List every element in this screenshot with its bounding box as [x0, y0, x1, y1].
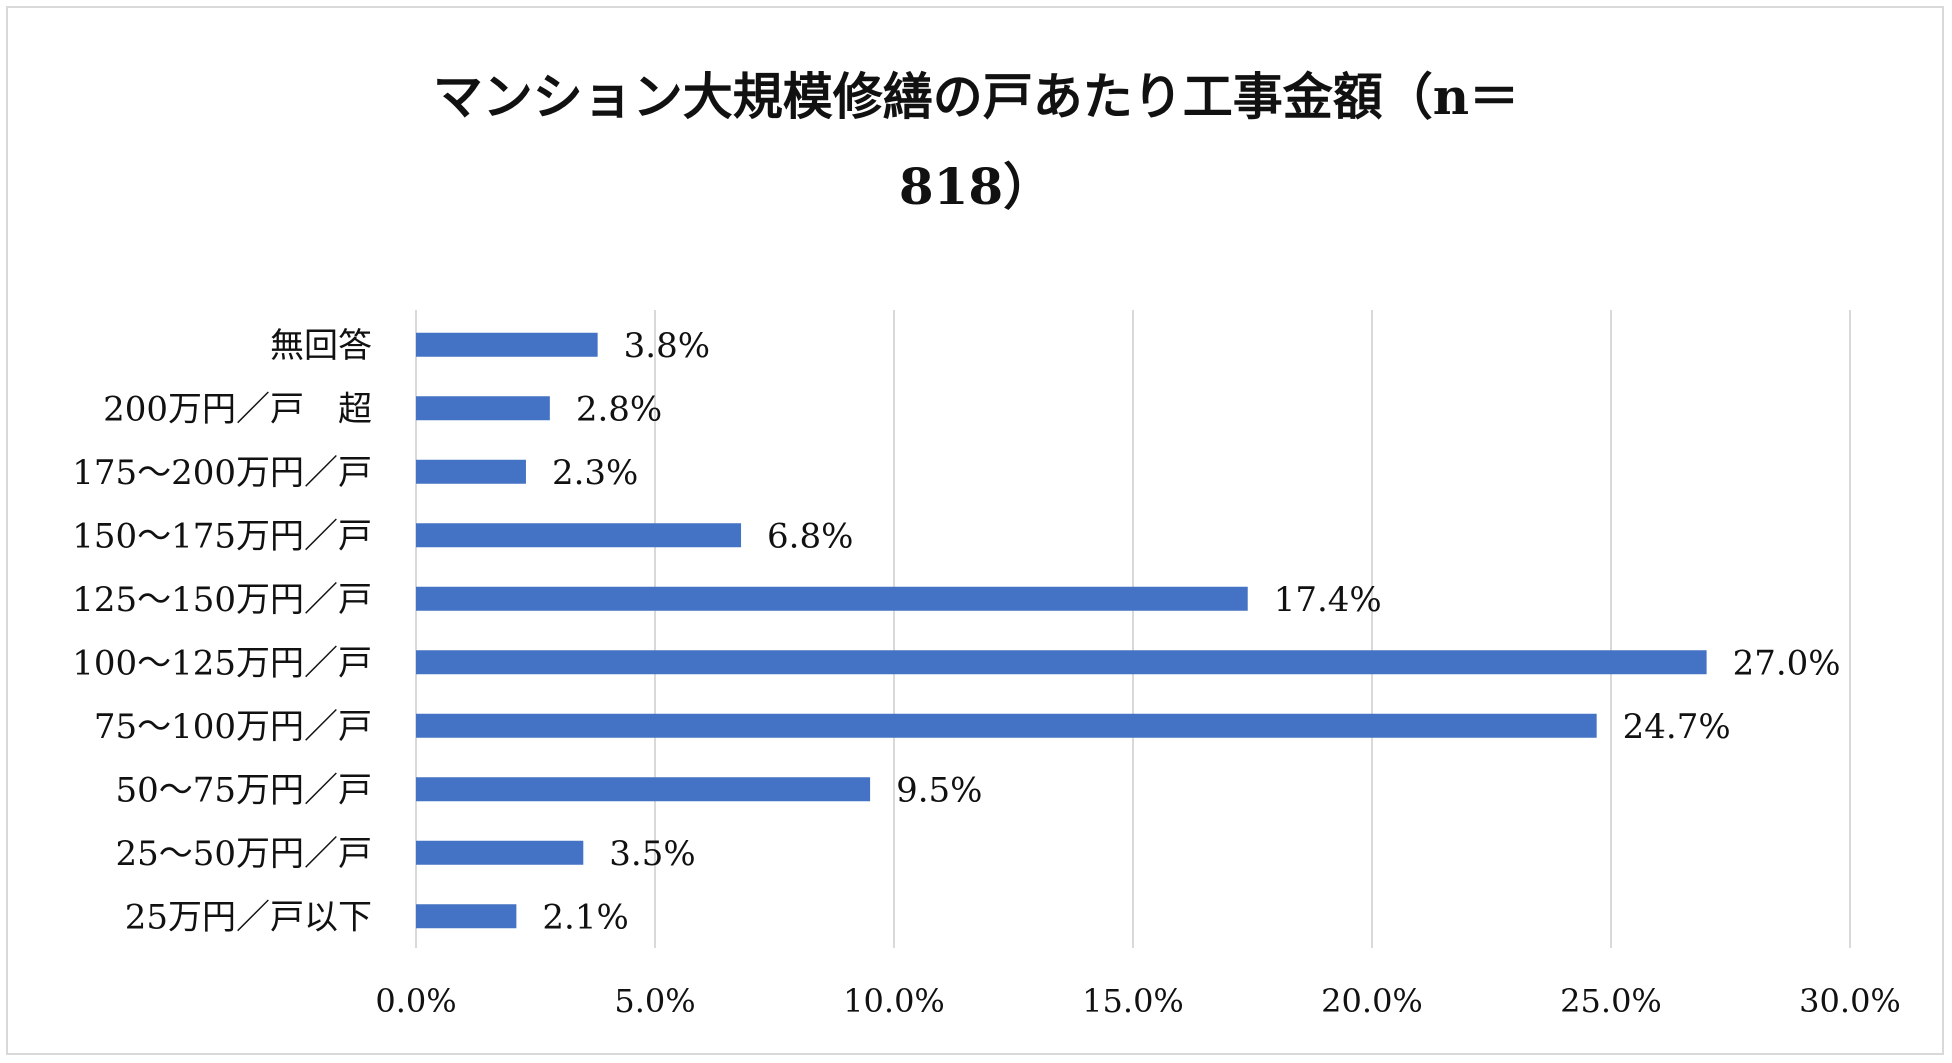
bar — [416, 650, 1707, 675]
category-label: 100～125万円／戸 — [72, 643, 372, 683]
data-label: 24.7% — [1623, 707, 1731, 747]
bar — [416, 523, 742, 548]
data-label: 17.4% — [1274, 580, 1382, 620]
x-tick-label: 15.0% — [1082, 982, 1184, 1020]
data-label: 3.8% — [624, 326, 710, 366]
category-label: 150～175万円／戸 — [72, 516, 372, 556]
data-label: 2.1% — [542, 897, 628, 937]
bar — [416, 840, 584, 865]
bar — [416, 586, 1248, 611]
category-label: 25～50万円／戸 — [115, 834, 372, 874]
category-label: 無回答 — [270, 326, 372, 366]
chart-title-line-1: マンション大規模修繕の戸あたり工事金額（n＝ — [432, 67, 1520, 126]
x-tick-label: 0.0% — [375, 982, 456, 1020]
bar — [416, 332, 598, 357]
bar — [416, 459, 526, 484]
category-label: 200万円／戸 超 — [103, 389, 372, 429]
x-tick-label: 20.0% — [1321, 982, 1423, 1020]
data-label: 9.5% — [896, 770, 982, 810]
data-label: 6.8% — [767, 516, 853, 556]
x-tick-labels: 0.0% 5.0% 10.0% 15.0% 20.0% 25.0% 30.0% — [375, 982, 1900, 1020]
x-tick-label: 30.0% — [1799, 982, 1901, 1020]
category-labels: 無回答 200万円／戸 超 175～200万円／戸 150～175万円／戸 125～15… — [72, 326, 372, 938]
data-label: 2.3% — [552, 453, 638, 493]
bar — [416, 904, 517, 929]
x-tick-label: 5.0% — [614, 982, 695, 1020]
bar — [416, 396, 550, 421]
bar — [416, 713, 1597, 738]
category-label: 50～75万円／戸 — [115, 770, 372, 810]
data-label: 27.0% — [1733, 643, 1841, 683]
bar — [416, 777, 871, 802]
category-label: 25万円／戸以下 — [125, 897, 372, 937]
chart-title-line-2: 818） — [898, 157, 1054, 216]
x-tick-label: 25.0% — [1560, 982, 1662, 1020]
category-label: 75～100万円／戸 — [94, 707, 372, 747]
chart-title: マンション大規模修繕の戸あたり工事金額（n＝ 818） — [0, 52, 1952, 232]
data-label: 2.8% — [576, 389, 662, 429]
x-tick-label: 10.0% — [843, 982, 945, 1020]
bars — [416, 332, 1707, 929]
data-label: 3.5% — [609, 834, 695, 874]
chart-frame — [6, 6, 1944, 1055]
data-labels: 3.8% 2.8% 2.3% 6.8% 17.4% 27.0%24.7% 9.5% 3.5% 2… — [542, 326, 1840, 938]
category-label: 175～200万円／戸 — [72, 453, 372, 493]
category-label: 125～150万円／戸 — [72, 580, 372, 620]
